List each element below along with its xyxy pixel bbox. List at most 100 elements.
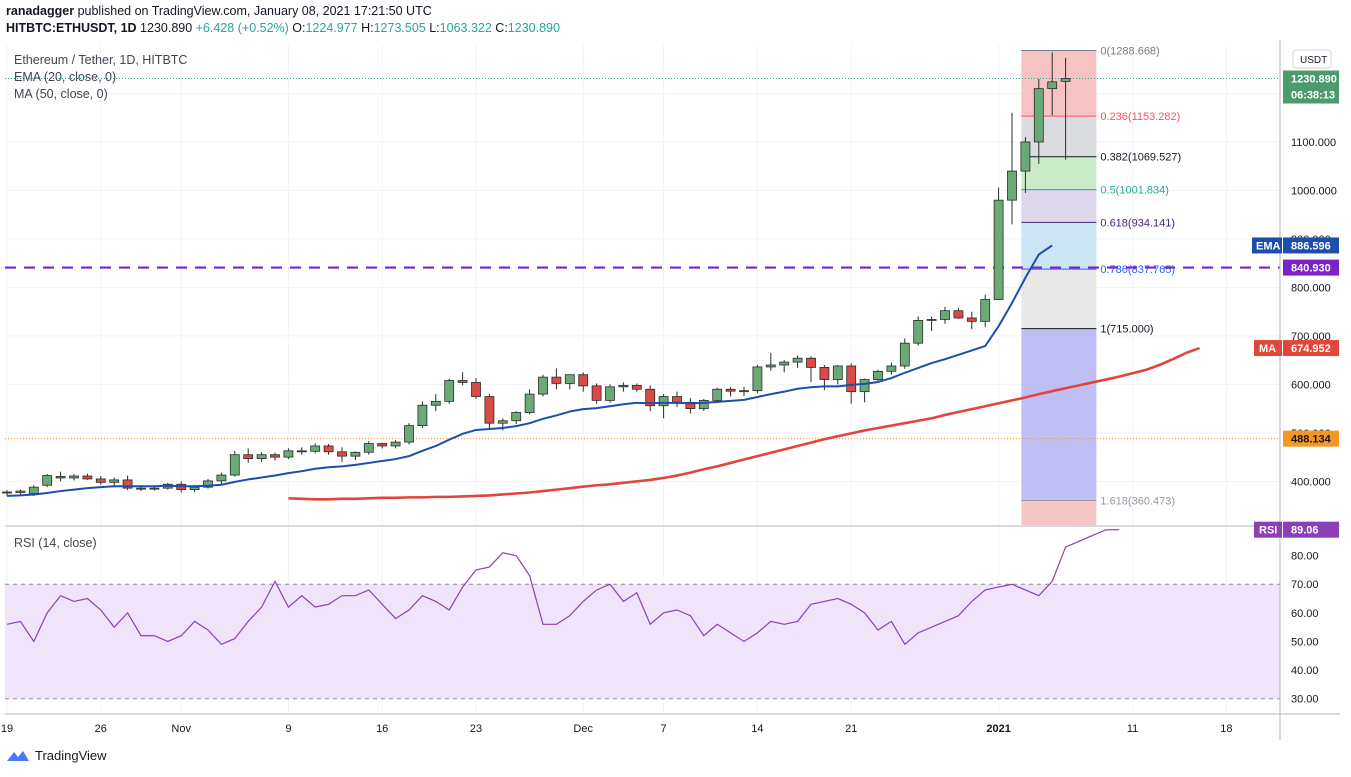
candle-body (913, 319, 924, 344)
open-label: O: (292, 21, 306, 35)
fib-zone (1021, 500, 1097, 525)
candle-body (578, 374, 589, 387)
candle-body (618, 384, 629, 388)
tradingview-brand: TradingView (35, 748, 107, 763)
candle-body (457, 380, 468, 383)
publish-info: ranadagger published on TradingView.com,… (6, 4, 432, 18)
candle-body (1007, 170, 1017, 201)
symbol-info: HITBTC:ETHUSDT, 1D 1230.890 +6.428 (+0.5… (6, 21, 560, 35)
ema-legend[interactable]: EMA (20, close, 0) (14, 70, 117, 84)
candle-body (873, 370, 883, 380)
candle-body (1047, 81, 1058, 90)
time-tick-label: 23 (470, 723, 482, 735)
candle-body (1060, 78, 1071, 82)
time-tick-label: 26 (95, 723, 107, 735)
candle-body (524, 393, 535, 413)
fib-level-label: 1.618(360.473) (1100, 496, 1175, 508)
price-tick-label: 600.000 (1291, 379, 1331, 391)
price-tick-label: 700.000 (1291, 331, 1331, 343)
time-tick-label: Nov (171, 723, 191, 735)
ma-tag-label: MA (1259, 343, 1276, 355)
countdown-value: 06:38:13 (1291, 90, 1335, 102)
candle-body (390, 441, 401, 447)
time-tick-label: 9 (285, 723, 291, 735)
candle-body (122, 479, 133, 489)
time-tick-label: 21 (845, 723, 857, 735)
candle-body (42, 475, 53, 486)
candle-body (605, 386, 615, 401)
candle-body (698, 399, 709, 410)
candle-body (779, 361, 790, 366)
ema-tag-label: EMA (1256, 240, 1281, 252)
rsi-band (5, 584, 1280, 699)
fib-level-label: 0(1288.668) (1100, 45, 1159, 57)
ma-legend[interactable]: MA (50, close, 0) (14, 87, 108, 101)
fib-zone (1021, 156, 1097, 190)
candle-body (564, 374, 575, 384)
candle-body (926, 319, 937, 321)
tradingview-watermark[interactable]: TradingView (6, 748, 107, 763)
fib-level-label: 0.5(1001.834) (1100, 185, 1169, 197)
candle-body (1020, 141, 1031, 172)
ema-line (6, 244, 1053, 497)
price-tick-label: 1100.000 (1291, 137, 1336, 149)
candle-body (189, 486, 200, 491)
candle-body (430, 400, 441, 406)
candle-body (55, 476, 66, 479)
candle-body (310, 445, 321, 452)
candle-body (551, 376, 562, 384)
last-price-tag (1283, 70, 1339, 104)
time-tick-label: 16 (376, 723, 388, 735)
ma-value-tag (1283, 340, 1339, 357)
candle-body (886, 365, 897, 372)
candle-body (484, 396, 495, 424)
candle-body (765, 364, 776, 368)
rsi-line (6, 529, 1120, 646)
candle-body (337, 451, 347, 457)
candle-body (497, 420, 508, 424)
level-tag (1283, 430, 1339, 447)
time-tick-label: 11 (1127, 723, 1138, 735)
candle-body (109, 479, 120, 483)
author-name: ranadagger (6, 4, 75, 18)
low-label: L: (429, 21, 440, 35)
time-tick-label: 2021 (986, 723, 1010, 735)
candle-body (417, 404, 428, 427)
close-label: C: (495, 21, 508, 35)
candle-body (229, 454, 240, 476)
candle-body (149, 487, 160, 490)
fib-zone (1021, 50, 1097, 117)
fib-zone (1021, 328, 1097, 501)
rsi-tag-label-box (1254, 521, 1282, 538)
open-value: 1224.977 (305, 21, 358, 35)
time-tick-label: 18 (1220, 723, 1232, 735)
ema-value-tag (1283, 237, 1339, 254)
candle-body (377, 443, 388, 447)
candle-body (82, 475, 93, 480)
low-value: 1063.322 (439, 21, 492, 35)
candle-body (846, 365, 857, 393)
rsi-tick-label: 70.00 (1291, 579, 1319, 591)
chart-title[interactable]: Ethereum / Tether, 1D, HITBTC (14, 53, 188, 67)
ma-tag-label-box (1254, 340, 1282, 357)
rsi-tick-label: 60.00 (1291, 608, 1319, 620)
candle-body (95, 478, 106, 483)
time-tick-label: 14 (751, 723, 763, 735)
ema-tag-label-box (1252, 237, 1282, 254)
ma-value: 674.952 (1291, 343, 1331, 355)
rsi-tick-label: 40.00 (1291, 665, 1319, 677)
time-tick-label: Dec (573, 723, 593, 735)
candle-body (953, 310, 964, 319)
candle-body (363, 443, 374, 453)
candle-body (15, 490, 26, 493)
candle-body (350, 451, 361, 457)
candle-body (832, 365, 843, 380)
rsi-value: 89.06 (1291, 525, 1319, 537)
rsi-legend[interactable]: RSI (14, close) (14, 536, 97, 550)
currency-label: USDT (1300, 55, 1327, 66)
candle-body (270, 454, 280, 458)
fib-zone (1021, 189, 1097, 223)
candle-body (739, 390, 749, 393)
ema-value: 886.596 (1291, 240, 1331, 252)
